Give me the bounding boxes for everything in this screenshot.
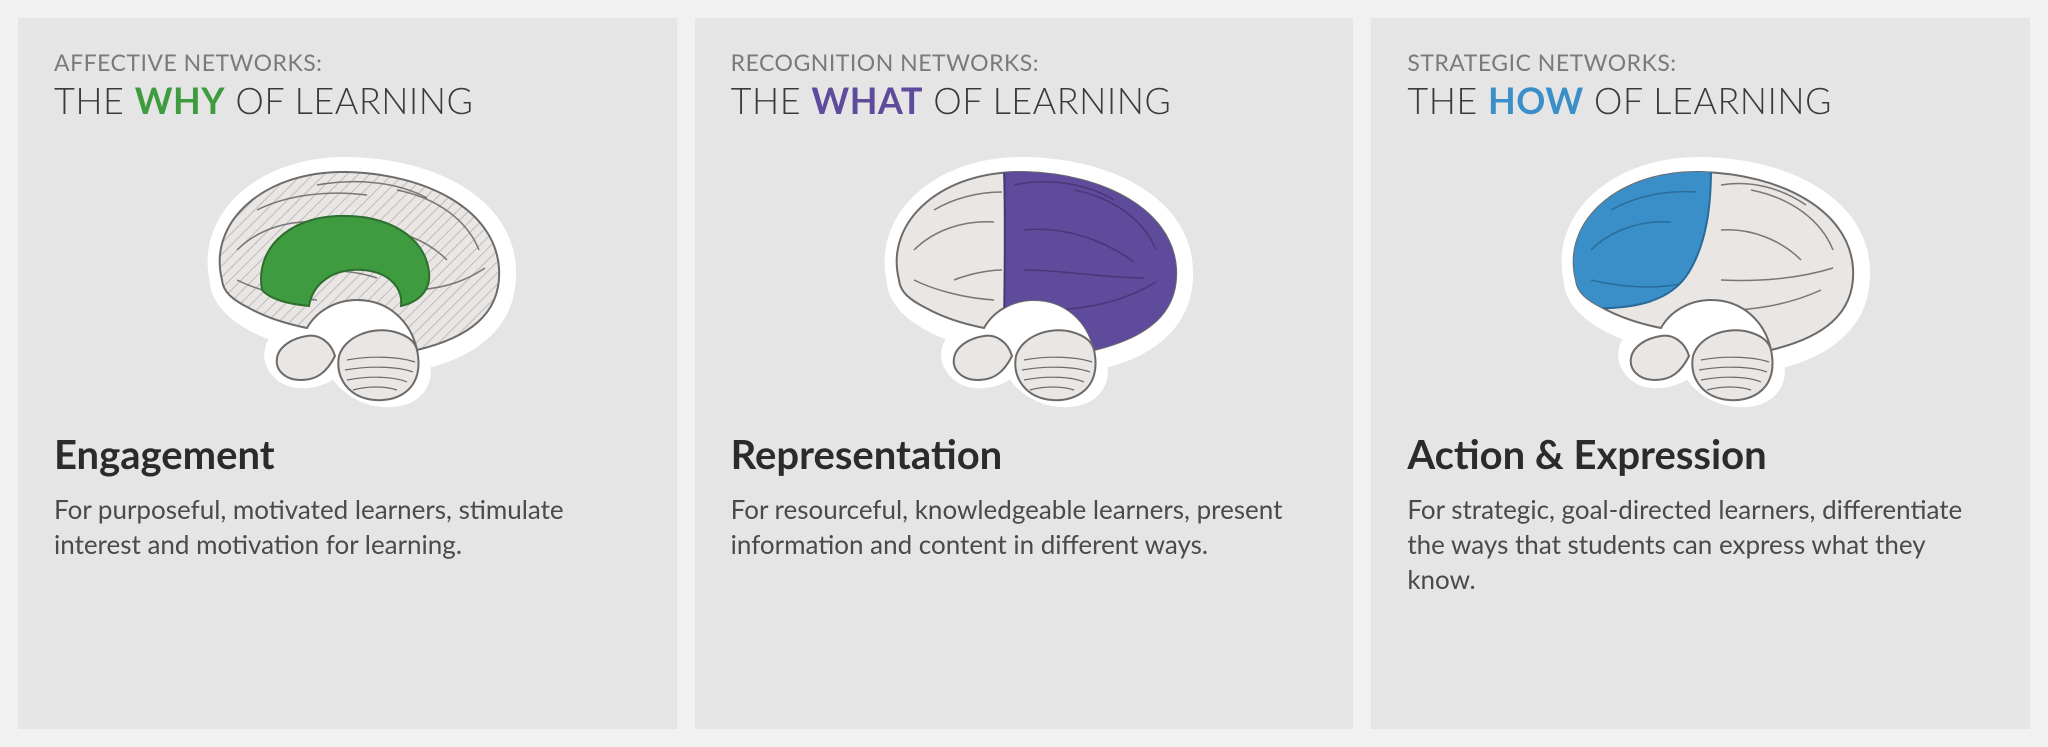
principle-description: For strategic, goal-directed learners, d… — [1407, 492, 1994, 597]
eyebrow: RECOGNITION NETWORKS: — [731, 48, 1318, 76]
subtitle-post: OF LEARNING — [1584, 78, 1832, 122]
brain-illustration — [54, 140, 641, 420]
principle-title: Representation — [731, 430, 1318, 478]
subtitle-keyword: WHAT — [811, 78, 923, 122]
eyebrow: STRATEGIC NETWORKS: — [1407, 48, 1994, 76]
subtitle-keyword: WHY — [135, 78, 225, 122]
subtitle-post: OF LEARNING — [225, 78, 473, 122]
brain-illustration — [731, 140, 1318, 420]
principle-title: Engagement — [54, 430, 641, 478]
eyebrow: AFFECTIVE NETWORKS: — [54, 48, 641, 76]
subtitle: THE WHY OF LEARNING — [54, 78, 641, 122]
card-strategic: STRATEGIC NETWORKS: THE HOW OF LEARNING — [1371, 18, 2030, 729]
card-recognition: RECOGNITION NETWORKS: THE WHAT OF LEARNI… — [695, 18, 1354, 729]
principle-description: For resourceful, knowledgeable learners,… — [731, 492, 1318, 562]
brain-affective-icon — [167, 150, 527, 410]
card-affective: AFFECTIVE NETWORKS: THE WHY OF LEARNING — [18, 18, 677, 729]
subtitle-pre: THE — [54, 78, 135, 122]
subtitle: THE HOW OF LEARNING — [1407, 78, 1994, 122]
principle-description: For purposeful, motivated learners, stim… — [54, 492, 641, 562]
principle-title: Action & Expression — [1407, 430, 1994, 478]
brain-recognition-icon — [844, 150, 1204, 410]
udl-networks-grid: AFFECTIVE NETWORKS: THE WHY OF LEARNING — [0, 0, 2048, 747]
subtitle-pre: THE — [731, 78, 812, 122]
brain-strategic-icon — [1521, 150, 1881, 410]
brain-illustration — [1407, 140, 1994, 420]
subtitle-keyword: HOW — [1488, 78, 1584, 122]
subtitle: THE WHAT OF LEARNING — [731, 78, 1318, 122]
subtitle-pre: THE — [1407, 78, 1488, 122]
subtitle-post: OF LEARNING — [923, 78, 1171, 122]
